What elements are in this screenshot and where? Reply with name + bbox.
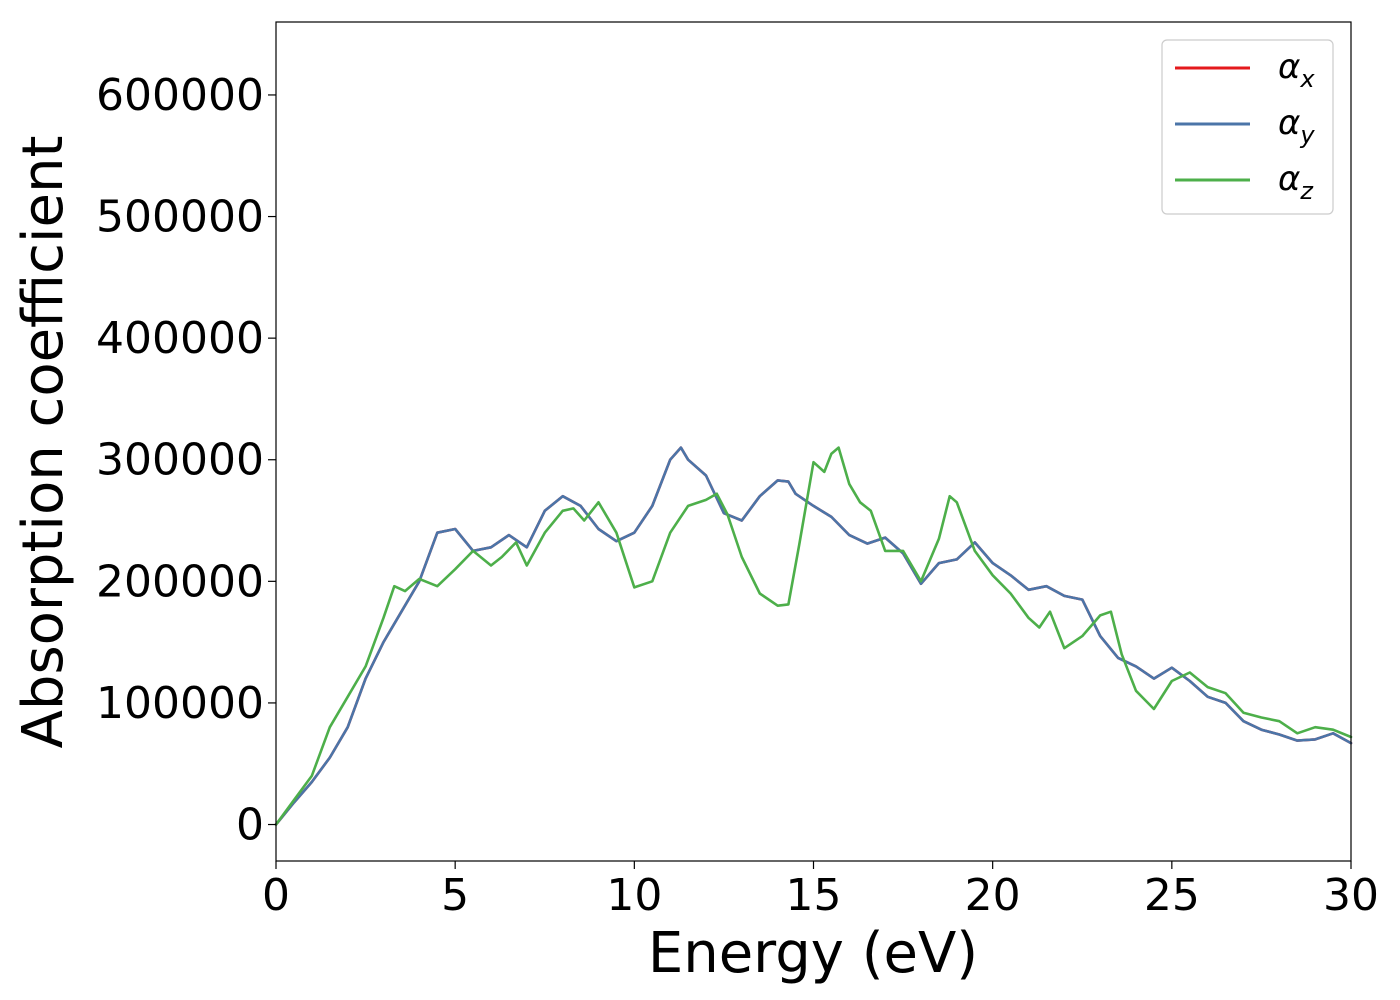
series-line-y (274, 446, 1353, 826)
y-axis: 0 100000 200000 300000 400000 500000 600000 (96, 70, 276, 851)
x-tick-label: 5 (441, 870, 469, 921)
legend-box (1161, 39, 1334, 215)
legend-label-z: αz (1278, 159, 1314, 205)
legend-label-x: αx (1278, 47, 1315, 93)
x-axis-title: Energy (eV) (648, 921, 978, 986)
x-tick-label: 25 (1144, 870, 1200, 921)
x-tick-label: 15 (786, 870, 842, 921)
y-tick-label: 200000 (96, 556, 264, 607)
x-tick-label: 20 (965, 870, 1021, 921)
legend-label-y: αy (1278, 103, 1315, 149)
x-tick-label: 30 (1323, 870, 1379, 921)
x-axis: 0 5 10 15 20 25 30 (262, 861, 1379, 921)
x-tick-label: 10 (606, 870, 662, 921)
y-axis-title: Absorption coefficient (11, 136, 76, 749)
y-tick-label: 600000 (96, 70, 264, 121)
y-tick-label: 0 (236, 800, 264, 851)
y-tick-label: 500000 (96, 192, 264, 243)
x-tick-label: 0 (262, 870, 290, 921)
legend: αx αy αz (1161, 39, 1334, 215)
y-tick-label: 400000 (96, 313, 264, 364)
series-line-z (274, 446, 1353, 826)
y-tick-label: 100000 (96, 678, 264, 729)
series-layer (274, 446, 1353, 826)
y-tick-label: 300000 (96, 435, 264, 486)
